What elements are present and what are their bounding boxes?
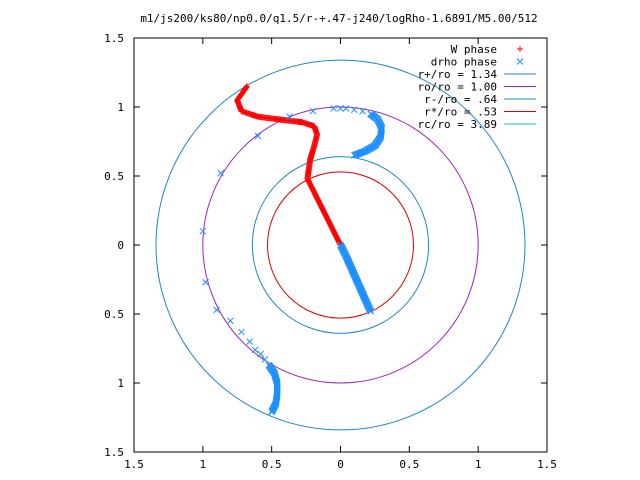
point-0-end bbox=[243, 83, 250, 90]
point-0-17-4 bbox=[243, 84, 250, 91]
circle-r2 bbox=[251, 156, 430, 334]
point-4-10 bbox=[254, 132, 262, 140]
chart-title: m1/js200/ks80/np0.0/q1.5/r-+.47-j240/log… bbox=[140, 12, 537, 25]
point-4-8 bbox=[199, 227, 207, 235]
point-4-1 bbox=[257, 350, 265, 358]
legend-label-4: r-/ro = .64 bbox=[424, 93, 497, 106]
series-2 bbox=[350, 110, 386, 159]
legend-label-3: ro/ro = 1.00 bbox=[418, 81, 497, 94]
x-tick-label-3: 0 bbox=[337, 458, 344, 471]
point-4-18 bbox=[367, 110, 375, 118]
legend-marker-1 bbox=[516, 58, 524, 65]
legend-label-2: r+/ro = 1.34 bbox=[418, 68, 498, 81]
circles-layer bbox=[155, 59, 526, 431]
point-4-9 bbox=[217, 169, 225, 177]
point-4-2 bbox=[251, 346, 259, 354]
series-0 bbox=[234, 83, 344, 248]
legend-label-1: drho phase bbox=[431, 56, 497, 69]
y-tick-label-6: 1.5 bbox=[104, 446, 124, 459]
point-4-11 bbox=[286, 113, 293, 121]
point-3-end bbox=[265, 361, 273, 369]
point-4-6 bbox=[213, 306, 220, 314]
point-4-16 bbox=[350, 106, 358, 114]
circle-r3 bbox=[267, 171, 414, 319]
point-4-17 bbox=[359, 107, 366, 115]
y-tick-label-4: 0.5 bbox=[104, 308, 124, 321]
x-tick-label-6: 1.5 bbox=[537, 458, 557, 471]
legend-label-0: W phase bbox=[451, 43, 497, 56]
point-4-7 bbox=[202, 278, 209, 286]
point-4-3 bbox=[246, 338, 253, 345]
point-4-4 bbox=[238, 328, 245, 336]
y-tick-label-2: 0.5 bbox=[104, 170, 124, 183]
series-layer bbox=[199, 83, 386, 416]
circle-r0 bbox=[155, 59, 526, 431]
y-tick-label-1: 1 bbox=[117, 101, 124, 114]
point-4-14 bbox=[337, 105, 344, 112]
circle-r1 bbox=[202, 106, 479, 384]
x-tick-label-5: 1 bbox=[475, 458, 482, 471]
ticks-layer: 1.5 1 0.5 0 0.5 1 1.51.510.500.511.5 bbox=[104, 32, 557, 471]
legend-label-5: r*/ro = .53 bbox=[424, 106, 497, 119]
point-4-13 bbox=[330, 105, 337, 112]
point-4-5 bbox=[227, 317, 234, 325]
x-tick-label-1: 1 bbox=[200, 458, 207, 471]
point-4-0 bbox=[261, 356, 269, 363]
point-4-15 bbox=[342, 105, 350, 112]
y-tick-label-5: 1 bbox=[117, 377, 124, 390]
series-1 bbox=[337, 241, 375, 315]
y-tick-label-3: 0 bbox=[117, 239, 124, 252]
x-tick-label-2: 0.5 bbox=[262, 458, 282, 471]
x-tick-label-4: 0.5 bbox=[399, 458, 419, 471]
legend-label-6: rc/ro = 3.89 bbox=[418, 118, 497, 131]
legend-marker-0 bbox=[517, 46, 523, 52]
x-tick-label-0: 1.5 bbox=[124, 458, 144, 471]
y-tick-label-0: 1.5 bbox=[104, 32, 124, 45]
point-4-12 bbox=[309, 107, 317, 115]
series-3 bbox=[265, 361, 281, 416]
series-4 bbox=[199, 105, 375, 363]
point-1-end bbox=[367, 307, 375, 315]
